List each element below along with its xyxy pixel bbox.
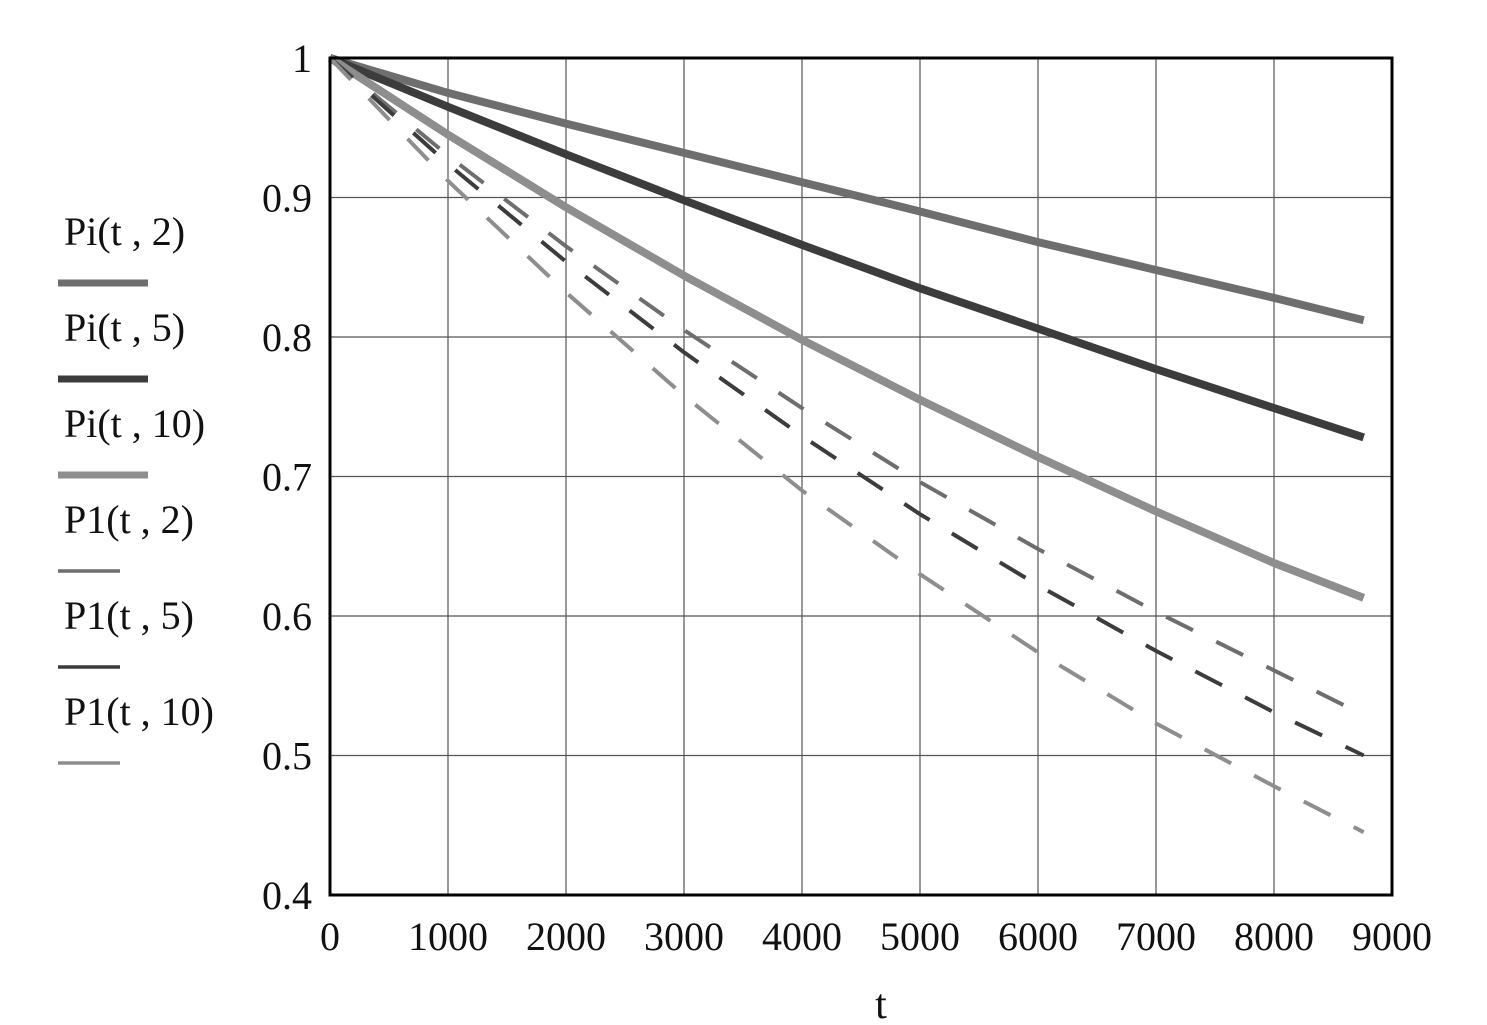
series-line-1	[328, 54, 1365, 325]
series-lines	[327, 54, 1366, 834]
x-tick-label-1: 1000	[408, 914, 488, 959]
series-line-5	[328, 56, 1365, 758]
x-tick-label-2: 2000	[526, 914, 606, 959]
x-axis-title: t	[875, 982, 887, 1025]
x-tick-label-6: 6000	[998, 914, 1078, 959]
series-line-6	[328, 56, 1365, 834]
series-line-2	[328, 54, 1365, 442]
y-tick-label-2: 0.6	[262, 594, 312, 639]
legend-label-1: Pi(t , 2)	[64, 209, 185, 254]
y-tick-label-1: 0.5	[262, 734, 312, 779]
legend: Pi(t , 2) Pi(t , 5) Pi(t , 10) P1(t , 2) P1(…	[58, 209, 214, 765]
legend-label-5: P1(t , 5)	[64, 593, 194, 638]
legend-label-4: P1(t , 2)	[64, 497, 194, 542]
y-tick-label-5: 0.9	[262, 176, 312, 221]
x-tick-label-7: 7000	[1116, 914, 1196, 959]
plot-frame	[328, 56, 1394, 897]
x-tick-labels: 0 1000 2000 3000 4000 5000 6000 7000 8000 9000	[320, 914, 1432, 959]
series-line-4	[328, 56, 1365, 717]
x-tick-label-4: 4000	[762, 914, 842, 959]
x-tick-label-5: 5000	[880, 914, 960, 959]
legend-label-6: P1(t , 10)	[64, 689, 214, 734]
x-tick-label-8: 8000	[1234, 914, 1314, 959]
x-tick-label-9: 9000	[1352, 914, 1432, 959]
series-line-3	[327, 54, 1366, 602]
x-tick-label-0: 0	[320, 914, 340, 959]
x-tick-label-3: 3000	[644, 914, 724, 959]
y-tick-label-4: 0.8	[262, 315, 312, 360]
y-tick-label-0: 0.4	[262, 873, 312, 918]
legend-label-3: Pi(t , 10)	[64, 401, 205, 446]
legend-label-2: Pi(t , 5)	[64, 305, 185, 350]
y-tick-label-3: 0.7	[262, 455, 312, 500]
y-tick-labels: 0.4 0.5 0.6 0.7 0.8 0.9 1	[262, 36, 312, 918]
y-tick-label-6: 1	[292, 36, 312, 81]
